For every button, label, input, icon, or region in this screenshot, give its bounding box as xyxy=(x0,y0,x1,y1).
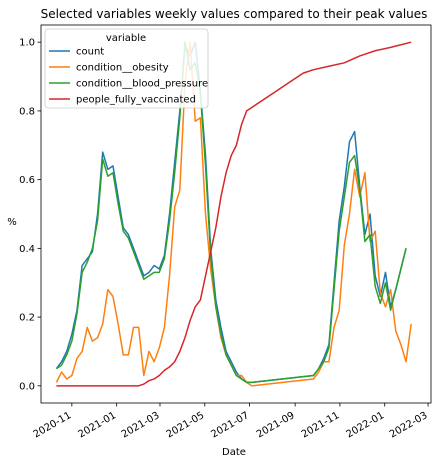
series-line-2 xyxy=(56,41,407,384)
x-axis-label: Date xyxy=(222,447,246,458)
y-tick-label-0: 0.0 xyxy=(19,381,35,392)
series-line-3 xyxy=(56,41,412,387)
y-tick-label-4: 0.8 xyxy=(19,106,35,117)
y-tick-label-5: 1.0 xyxy=(19,38,35,49)
y-axis-label: % xyxy=(7,217,17,228)
legend-label-1: condition__obesity xyxy=(76,63,169,74)
series-line-1 xyxy=(55,41,412,387)
y-tick-label-2: 0.4 xyxy=(19,244,35,255)
plot-frame xyxy=(40,24,432,404)
legend-label-2: condition__blood_pressure xyxy=(76,79,208,90)
legend-title: variable xyxy=(106,33,146,44)
chart-title: Selected variables weekly values compare… xyxy=(41,7,428,21)
legend-label-0: count xyxy=(76,47,104,58)
plot-area xyxy=(40,24,432,404)
y-tick-label-3: 0.6 xyxy=(19,175,35,186)
y-axis: 0.0 0.2 0.4 0.6 0.8 1.0 xyxy=(19,38,41,392)
y-tick-label-1: 0.2 xyxy=(19,313,35,324)
legend-label-3: people_fully_vaccinated xyxy=(76,95,196,106)
legend-box xyxy=(44,28,209,109)
